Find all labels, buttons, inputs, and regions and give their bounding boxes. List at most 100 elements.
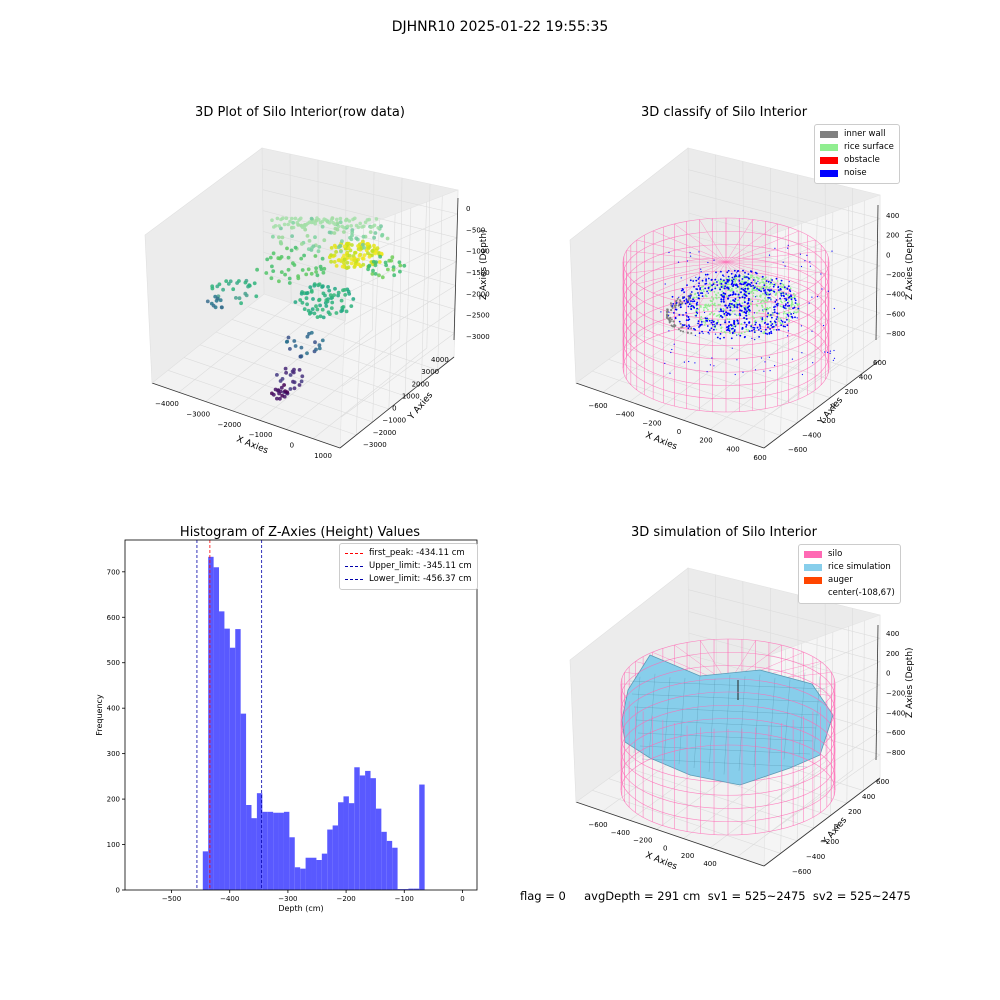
cls-z-tick-label: 0 <box>886 251 890 259</box>
noise-point <box>726 329 728 332</box>
rice-surface-point <box>765 282 768 285</box>
rice-surface-point <box>742 287 745 289</box>
surface-mesh-line <box>631 693 823 703</box>
raw-y-tick-label: 4000 <box>431 356 449 364</box>
noise-point <box>678 320 681 323</box>
rice-surface-point <box>738 286 741 288</box>
raw-point <box>210 284 215 289</box>
rice-surface-point <box>756 290 759 292</box>
rice-surface-point <box>766 300 769 302</box>
raw-point <box>282 383 286 387</box>
rice-surface-point <box>744 285 746 288</box>
rice-surface-point <box>718 286 721 289</box>
raw-point <box>345 224 350 229</box>
rice-surface-point <box>722 285 724 287</box>
raw-z-tick-label: −2000 <box>466 290 490 298</box>
noise-point <box>698 326 700 328</box>
sim-x-tick-label: −600 <box>588 821 607 829</box>
noise-point <box>745 318 748 320</box>
noise-point <box>706 325 709 327</box>
rice-surface-point <box>753 276 755 279</box>
silo-lid-spoke <box>653 261 727 294</box>
raw-point <box>327 288 332 293</box>
noise-point <box>710 289 713 292</box>
raw-point <box>288 373 293 377</box>
noise-point <box>731 293 734 296</box>
sim-x-tick-label: 400 <box>703 860 716 868</box>
rice-surface-point <box>712 298 715 301</box>
rice-surface-point <box>771 313 774 316</box>
rice-surface-point <box>751 289 754 292</box>
noise-point <box>697 294 700 297</box>
legend-label: Lower_limit: -456.37 cm <box>369 574 472 584</box>
raw-point <box>290 234 294 239</box>
raw-point <box>342 230 346 234</box>
noise-point <box>739 304 742 307</box>
noise-point <box>729 306 732 309</box>
hist-bar <box>202 851 209 890</box>
noise-point <box>777 289 780 291</box>
noise-point <box>746 283 749 286</box>
rice-surface-point <box>730 289 733 291</box>
rice-surface-point <box>722 308 725 310</box>
raw-point <box>338 244 343 248</box>
inner-wall-point <box>669 302 672 305</box>
noise-point <box>723 279 725 282</box>
cls-y-tick-label: 400 <box>859 374 872 382</box>
rice-surface-point <box>749 302 752 305</box>
noise-point <box>686 260 689 262</box>
raw-point <box>275 396 279 401</box>
rice-surface-point <box>798 303 800 305</box>
inner-wall-point <box>690 327 693 330</box>
rice-surface-point <box>737 333 740 336</box>
raw-x-tick-label: −3000 <box>186 410 210 418</box>
rice-surface-point <box>756 312 758 314</box>
noise-point <box>722 292 725 295</box>
noise-point <box>677 261 680 263</box>
noise-swatch <box>820 170 838 177</box>
surface-mesh-line <box>641 758 808 768</box>
noise-point <box>716 336 719 339</box>
grid-line <box>232 320 346 412</box>
noise-point <box>754 369 757 371</box>
noise-point <box>748 305 751 308</box>
noise-point <box>772 326 775 328</box>
noise-point <box>743 307 746 310</box>
classify-legend: inner wall rice surface obstacle noise <box>814 124 900 184</box>
noise-point <box>768 297 771 299</box>
noise-point <box>669 372 671 374</box>
grid-line <box>736 351 854 439</box>
noise-point <box>784 325 786 328</box>
noise-point <box>688 303 691 306</box>
cls-x-tick-label: −400 <box>615 411 634 419</box>
hist-title: Histogram of Z-Axies (Height) Values <box>180 525 420 540</box>
noise-point <box>696 307 698 310</box>
noise-point <box>678 314 681 316</box>
raw-point <box>370 248 375 253</box>
raw-point <box>255 267 259 272</box>
noise-point <box>726 278 729 281</box>
noise-point <box>728 321 731 323</box>
noise-point <box>780 294 783 297</box>
legend-item-lower-limit: Lower_limit: -456.37 cm <box>345 573 472 586</box>
rice-surface-point <box>748 290 751 293</box>
sim-z-tick-label: −400 <box>886 709 905 717</box>
noise-point <box>692 298 694 301</box>
noise-point <box>696 288 699 291</box>
noise-point <box>689 296 691 298</box>
noise-point <box>792 307 794 310</box>
grid-line <box>688 191 881 243</box>
noise-point <box>696 312 699 314</box>
rice-surface-point <box>791 301 794 304</box>
noise-point <box>726 286 729 289</box>
noise-point <box>705 278 707 281</box>
rice-surface-point <box>729 332 731 335</box>
noise-point <box>772 285 775 288</box>
noise-point <box>736 270 739 273</box>
rice-surface-point <box>737 299 740 301</box>
raw-point <box>285 246 289 251</box>
cls-z-tick-label: 400 <box>886 212 899 220</box>
raw-point <box>357 262 361 267</box>
grid-line <box>262 168 458 215</box>
raw-point <box>290 216 294 221</box>
